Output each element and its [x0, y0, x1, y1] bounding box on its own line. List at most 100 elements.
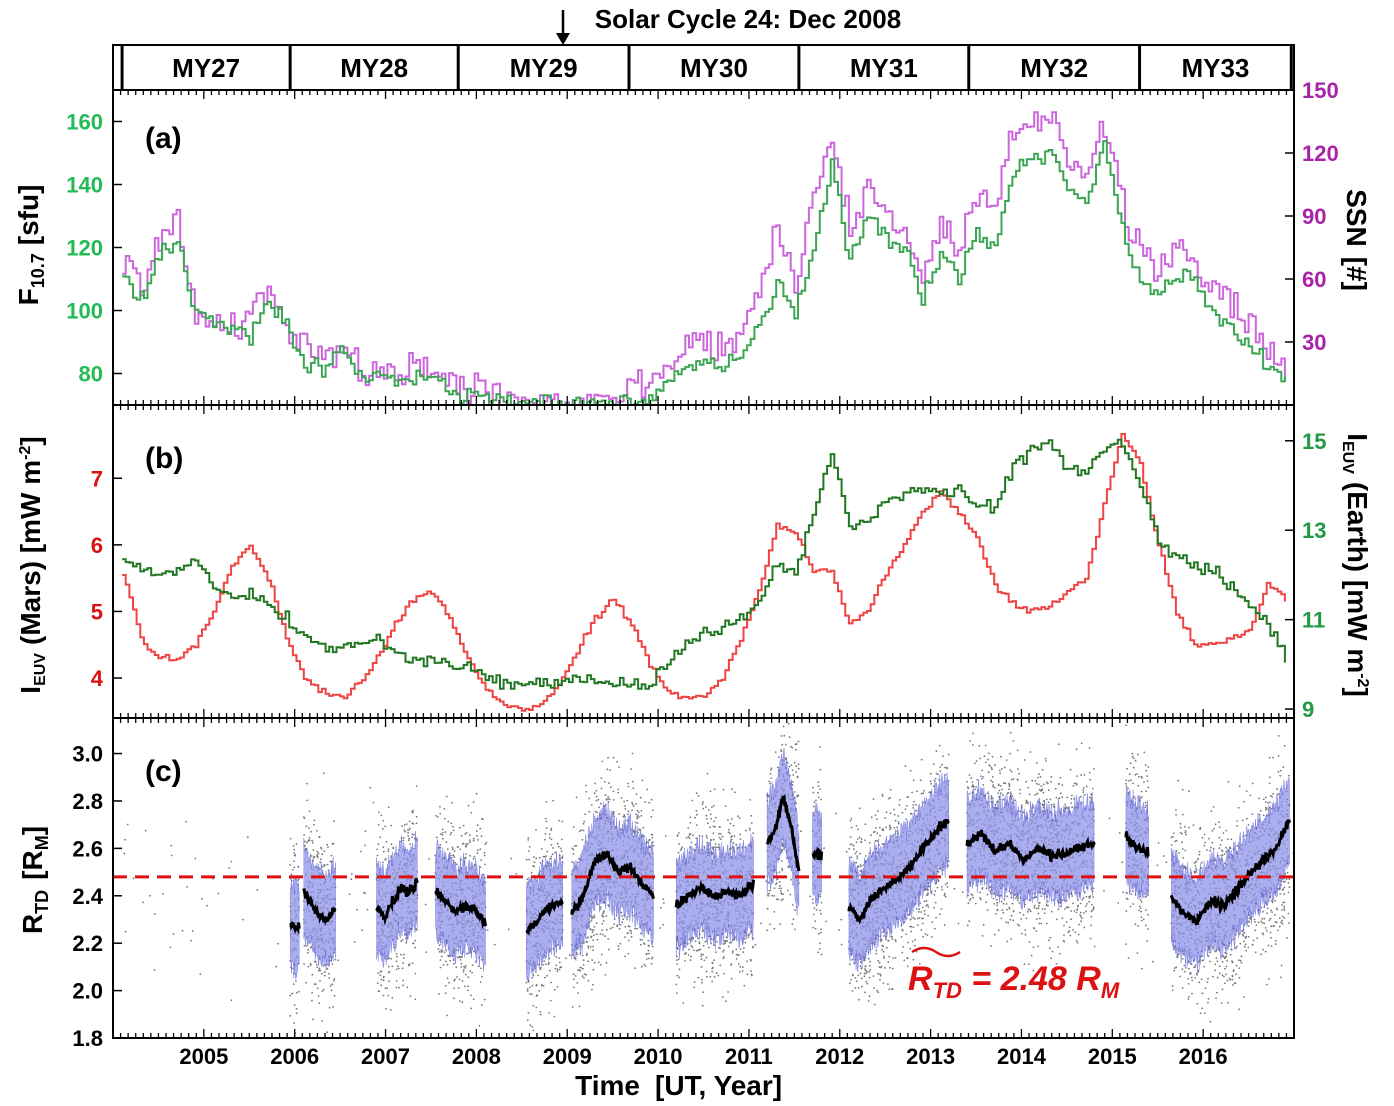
rtd-point — [458, 826, 461, 829]
rtd-point — [752, 945, 754, 948]
rtd-point — [462, 968, 465, 971]
rtd-point — [747, 934, 750, 937]
rtd-point — [556, 968, 559, 971]
rtd-point — [435, 836, 438, 839]
rtd-point — [916, 924, 919, 927]
rtd-point — [382, 850, 385, 853]
rtd-point — [411, 962, 414, 964]
rtd-point — [946, 767, 948, 770]
rtd-point — [581, 975, 584, 978]
rtd-point — [533, 856, 535, 858]
rtd-point — [678, 843, 681, 845]
rtd-point — [395, 986, 398, 989]
ylabel-sup: -2 — [1354, 673, 1371, 687]
rtd-point — [637, 814, 639, 817]
rtd-point — [681, 846, 683, 848]
rtd-point — [718, 843, 720, 846]
rtd-point — [328, 977, 331, 979]
rtd-point — [311, 999, 313, 1002]
rtd-point — [651, 945, 654, 948]
rtd-point — [769, 782, 771, 785]
rtd-point — [320, 847, 323, 850]
rtd-point — [790, 745, 792, 748]
mars-year-labels: MY27 MY28 MY29 MY30 MY31 MY32 MY33 — [120, 45, 1293, 90]
rtd-point — [471, 971, 473, 974]
rtd-point — [815, 904, 818, 907]
rtd-point — [940, 908, 943, 910]
rtd-point — [593, 926, 596, 928]
rtd-point — [595, 799, 598, 802]
rtd-point — [636, 816, 639, 818]
rtd-point — [795, 765, 798, 768]
rtd-point — [648, 957, 650, 960]
rtd-point — [859, 864, 862, 866]
rtd-point — [593, 792, 596, 795]
rtd-point — [456, 845, 459, 848]
rtd-point — [621, 921, 623, 924]
rtd-point — [464, 973, 467, 976]
rtd-point — [766, 929, 768, 932]
rtd-point — [387, 806, 390, 809]
rtd-point — [306, 782, 308, 785]
rtd-point — [600, 963, 602, 966]
rtd-point — [934, 890, 937, 892]
rtd-point — [781, 867, 783, 870]
rtd-point — [730, 977, 733, 980]
y-tick-label: 100 — [66, 299, 103, 324]
rtd-point — [295, 1007, 298, 1010]
mars-year-label: MY31 — [850, 53, 918, 83]
rtd-point — [308, 827, 310, 829]
rtd-point — [580, 829, 583, 831]
rtd-point — [554, 988, 556, 991]
rtd-point — [583, 820, 586, 823]
rtd-point — [905, 804, 908, 807]
rtd-point — [742, 951, 745, 954]
rtd-point — [307, 948, 310, 951]
rtd-point — [327, 869, 330, 872]
rtd-point — [539, 966, 542, 969]
rtd-point — [560, 857, 563, 859]
rtd-point — [452, 962, 455, 965]
rtd-point — [627, 952, 630, 955]
rtd-point — [546, 850, 549, 853]
rtd-point — [608, 782, 610, 784]
rtd-point — [558, 961, 561, 964]
panel-b-left-ylabel: IEUV (Mars) [mW m-2] — [15, 436, 49, 693]
rtd-point — [685, 837, 688, 839]
rtd-point — [453, 856, 456, 859]
rtd-point — [820, 912, 822, 915]
rtd-point — [691, 946, 694, 949]
rtd-point — [795, 748, 797, 751]
rtd-point — [713, 959, 715, 962]
rtd-point — [303, 944, 306, 947]
rtd-point — [458, 1000, 461, 1002]
rtd-point — [819, 942, 821, 945]
rtd-point — [320, 858, 322, 861]
rtd-point — [400, 953, 402, 956]
mars-year-label: MY32 — [1020, 53, 1088, 83]
rtd-point — [770, 777, 773, 779]
y-tick-label: 5 — [91, 599, 103, 624]
rtd-point — [882, 828, 884, 830]
rtd-point — [388, 980, 390, 982]
rtd-point — [726, 939, 729, 942]
rtd-point — [778, 881, 781, 883]
rtd-point — [409, 843, 412, 845]
rtd-point — [737, 953, 740, 956]
ylabel-sub: 10.7 — [28, 253, 48, 288]
panel-a-frame — [112, 89, 1295, 406]
rtd-point — [329, 860, 332, 863]
rtd-point — [640, 810, 643, 812]
rtd-point — [636, 927, 638, 930]
rtd-point — [698, 835, 701, 837]
rtd-point — [407, 831, 409, 834]
rtd-point — [617, 788, 620, 791]
rtd-point — [333, 994, 336, 997]
rtd-point — [750, 822, 753, 824]
euv-earth-series-line — [122, 438, 1286, 690]
rtd-point — [332, 979, 335, 982]
rtd-point — [712, 825, 715, 828]
rtd-point — [711, 962, 714, 964]
rtd-point — [727, 991, 729, 993]
